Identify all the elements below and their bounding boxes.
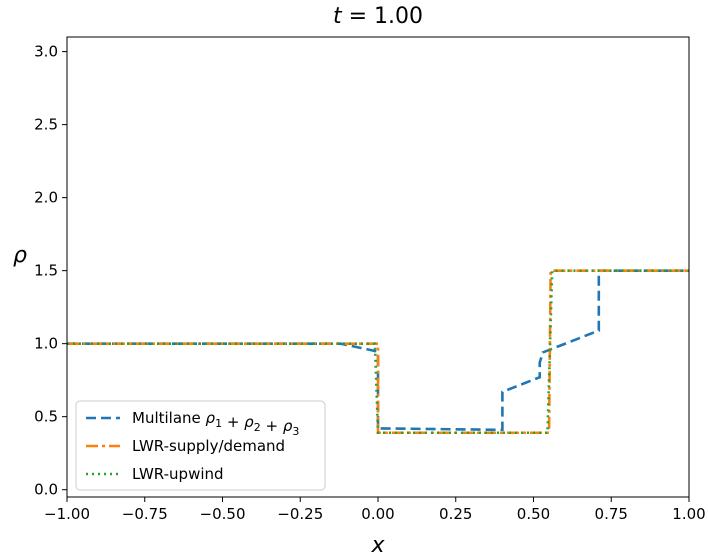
y-axis-label: ρ (13, 243, 27, 268)
x-tick-label: 0.00 (361, 505, 394, 523)
y-tick-label: 0.5 (34, 408, 58, 426)
y-tick-label: 2.5 (34, 116, 58, 134)
y-tick-label: 2.0 (34, 189, 58, 207)
legend-label: LWR-upwind (132, 465, 224, 483)
chart-title: t = 1.00 (333, 4, 423, 29)
legend-label: Multilane ρ1 + ρ2 + ρ3 (132, 409, 299, 438)
x-tick-label: −0.75 (122, 505, 168, 523)
x-tick-label: −1.00 (44, 505, 90, 523)
x-tick-label: 1.00 (672, 505, 705, 523)
x-tick-label: 0.50 (517, 505, 550, 523)
legend-label: LWR-supply/demand (132, 437, 285, 455)
x-tick-label: −0.50 (200, 505, 246, 523)
x-tick-label: 0.25 (439, 505, 472, 523)
x-tick-label: −0.25 (277, 505, 323, 523)
chart-title-var: t (333, 4, 343, 29)
y-tick-label: 0.0 (34, 481, 58, 499)
y-tick-label: 1.5 (34, 262, 58, 280)
legend-frame (75, 400, 326, 491)
y-tick-label: 1.0 (34, 335, 58, 353)
series-line-3 (67, 269, 689, 435)
x-tick-label: 0.75 (595, 505, 628, 523)
chart-title-rest: = 1.00 (342, 4, 423, 29)
y-tick-label: 3.0 (34, 43, 58, 61)
plot-area: −1.00 −0.75 −0.50 −0.25 0.00 0.25 0.50 0.75 1.00… (34, 36, 706, 523)
x-axis-label: x (370, 533, 385, 556)
series-line-1 (67, 269, 689, 432)
